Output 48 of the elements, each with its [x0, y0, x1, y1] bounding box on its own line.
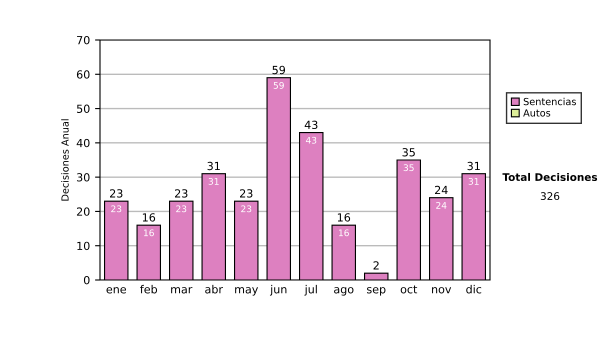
total-label: 43	[304, 120, 318, 130]
legend-label: Sentencias	[524, 98, 576, 106]
data-label: 16	[339, 229, 349, 236]
x-tick-label: abr	[205, 284, 223, 294]
data-label: 31	[208, 178, 219, 185]
text: Total Decisiones	[502, 172, 598, 182]
text: 326	[540, 192, 560, 200]
total-label: 2	[374, 261, 379, 270]
legend-label: Autos	[523, 109, 550, 117]
total-label: 24	[434, 186, 448, 194]
total-label: 23	[174, 189, 188, 198]
y-tick-label: 30	[76, 173, 90, 182]
x-tick-label: mar	[171, 287, 192, 294]
x-tick-label: dic	[466, 284, 482, 294]
x-tick-label: ene	[106, 287, 126, 294]
y-tick-label: 20	[76, 207, 90, 216]
x-tick-label: jun	[270, 284, 286, 296]
y-tick-label: 70	[77, 36, 90, 44]
y-tick-label: 60	[76, 70, 90, 79]
data-label: 23	[111, 205, 122, 212]
total-label: 23	[110, 189, 122, 198]
data-label: 59	[274, 82, 284, 89]
total-label: 31	[208, 162, 220, 170]
x-tick-label: ago	[334, 287, 354, 296]
data-label: 23	[176, 205, 186, 212]
total-label: 59	[272, 66, 286, 74]
y-tick-label: 10	[77, 242, 90, 250]
data-label: 24	[436, 202, 446, 209]
y-tick-label: 50	[76, 104, 90, 113]
y-tick-label: 0	[84, 276, 90, 284]
y-axis-title: Decisiones Anual	[61, 119, 69, 201]
total-label: 23	[240, 189, 252, 198]
x-tick-label: jul	[304, 284, 317, 296]
total-label: 16	[338, 213, 350, 222]
x-tick-label: oct	[400, 286, 418, 294]
data-label: 35	[404, 164, 414, 172]
x-tick-label: may	[235, 287, 258, 296]
total-label: 31	[468, 162, 480, 170]
y-tick-label: 40	[76, 138, 90, 148]
data-label: 23	[241, 205, 252, 212]
data-label: 43	[306, 136, 316, 144]
total-label: 16	[142, 213, 156, 222]
data-label: 16	[144, 229, 154, 236]
x-tick-label: nov	[432, 287, 452, 294]
data-label: 31	[468, 178, 479, 185]
total-label: 35	[402, 148, 415, 156]
x-tick-label: feb	[140, 284, 158, 294]
x-tick-label: sep	[367, 287, 386, 296]
